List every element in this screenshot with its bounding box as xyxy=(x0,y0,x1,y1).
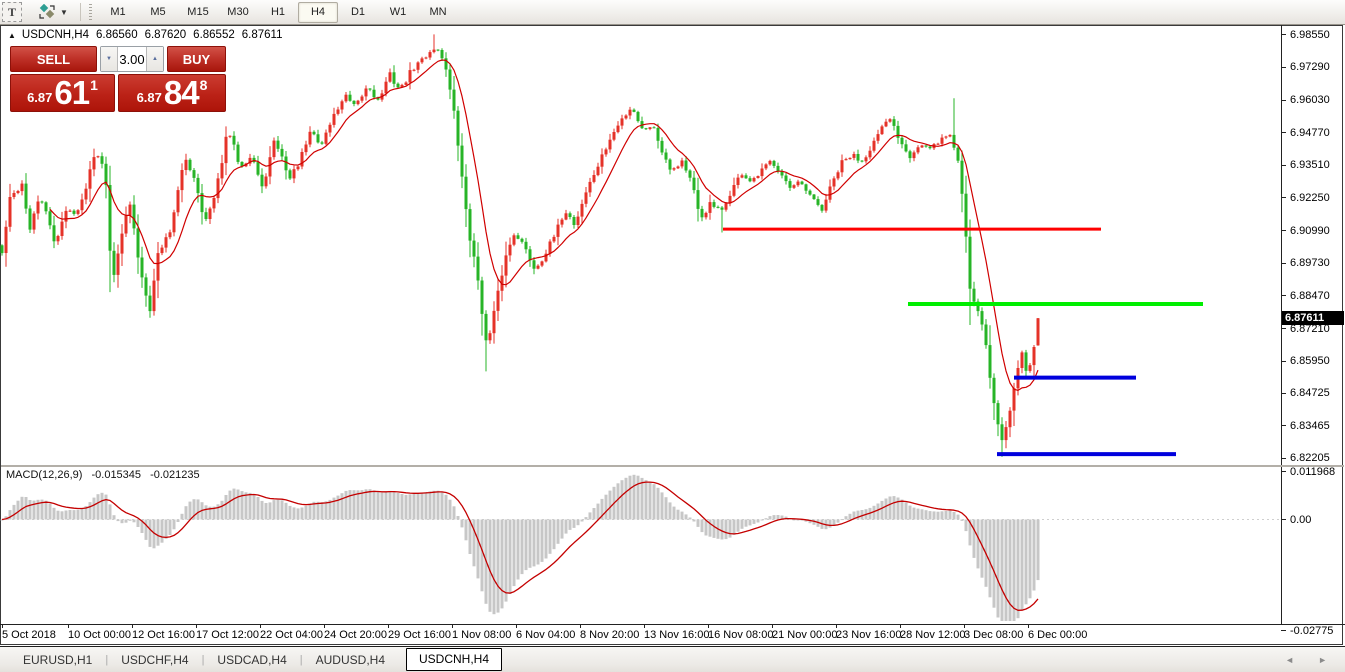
arrows-style-icon[interactable] xyxy=(36,3,58,21)
volume-decrease-button[interactable]: ▼ xyxy=(101,47,118,71)
tab-usdchf-h4[interactable]: USDCHF,H4 xyxy=(121,652,189,667)
price-axis-separator xyxy=(1281,25,1282,624)
volume-stepper: ▼ 3.00 ▲ xyxy=(100,46,164,72)
tab-separator: | xyxy=(201,653,205,666)
chart-window-frame xyxy=(0,25,1343,645)
tab-eurusd-h1[interactable]: EURUSD,H1 xyxy=(23,652,93,667)
sell-price-base: 6.87 xyxy=(27,90,53,105)
candlestick-series xyxy=(0,34,1040,457)
timeframe-button-h1[interactable]: H1 xyxy=(270,5,286,18)
sell-price-panel[interactable]: 6.87 61 1 xyxy=(10,74,115,112)
chart-tab-bar: EURUSD,H1 | USDCHF,H4 | USDCAD,H4 | AUDUSD,H4 U… xyxy=(0,646,1345,672)
indicator-pane-splitter[interactable] xyxy=(1,465,1344,467)
buy-price-point: 8 xyxy=(199,77,208,93)
tab-scroll-controls: ◄ ► xyxy=(1285,647,1327,672)
chevron-down-icon[interactable]: ▼ xyxy=(60,7,68,17)
timeframe-button-m30[interactable]: M30 xyxy=(227,5,249,18)
macd-signal-value: -0.021235 xyxy=(150,469,200,481)
timeframe-button-w1[interactable]: W1 xyxy=(389,5,407,18)
time-axis-separator xyxy=(0,624,1345,625)
toolbar-grip-handle[interactable] xyxy=(89,4,92,20)
tab-usdcad-h4[interactable]: USDCAD,H4 xyxy=(217,652,287,667)
sell-price-pips: 61 xyxy=(54,74,90,111)
macd-signal-line xyxy=(1,481,1039,611)
macd-name: MACD(12,26,9) xyxy=(6,469,83,481)
tab-audusd-h4[interactable]: AUDUSD,H4 xyxy=(315,652,385,667)
buy-button[interactable]: BUY xyxy=(167,46,226,72)
tab-separator: | xyxy=(299,653,303,666)
chart-tabs: EURUSD,H1 | USDCHF,H4 | USDCAD,H4 | AUDUSD,H4 U… xyxy=(10,647,503,672)
open-value: 6.86560 xyxy=(96,29,138,41)
one-click-trading-panel: SELL ▼ 3.00 ▲ BUY 6.87 61 1 6.87 84 8 xyxy=(10,46,226,112)
sell-button[interactable]: SELL xyxy=(10,46,97,72)
tab-separator: | xyxy=(105,653,109,666)
tab-usdcnh-h4[interactable]: USDCNH,H4 xyxy=(406,648,503,671)
timeframe-button-m5[interactable]: M5 xyxy=(150,5,166,18)
volume-increase-button[interactable]: ▲ xyxy=(146,47,163,71)
sell-price-point: 1 xyxy=(90,77,98,93)
horizontal-trend-lines xyxy=(723,227,1203,457)
buy-price-panel[interactable]: 6.87 84 8 xyxy=(118,74,226,112)
timeframe-button-d1[interactable]: D1 xyxy=(350,5,366,18)
macd-indicator-label: MACD(12,26,9) -0.015345 -0.021235 xyxy=(6,469,206,481)
text-tool-icon[interactable]: T xyxy=(2,2,22,22)
symbol-period-label: USDCNH,H4 xyxy=(21,29,90,41)
high-value: 6.87620 xyxy=(144,29,187,41)
scroll-tabs-right-icon[interactable]: ► xyxy=(1318,654,1327,665)
timeframe-toolbar: T ▼ M1 M5 M15 M30 H1 H4 D1 W1 MN xyxy=(0,0,1345,25)
toolbar-separator xyxy=(80,3,81,21)
arrows-style-icon-glyph xyxy=(39,4,55,19)
timeframe-button-mn[interactable]: MN xyxy=(429,5,447,18)
macd-histogram xyxy=(0,474,1040,621)
moving-average-line xyxy=(49,59,1039,391)
scroll-tabs-left-icon[interactable]: ◄ xyxy=(1285,654,1295,665)
timeframe-button-m1[interactable]: M1 xyxy=(110,5,126,18)
low-value: 6.86552 xyxy=(193,29,235,41)
period-buttons-group: M1 M5 M15 M30 H1 H4 D1 W1 MN xyxy=(98,1,458,23)
chart-ohlc-header: ▲ USDCNH,H4 6.86560 6.87620 6.86552 6.87… xyxy=(8,29,282,41)
timeframe-button-m15[interactable]: M15 xyxy=(187,5,209,18)
volume-input[interactable]: 3.00 xyxy=(119,51,145,67)
buy-price-base: 6.87 xyxy=(136,90,162,105)
buy-price-pips: 84 xyxy=(163,74,200,111)
collapse-panel-icon[interactable]: ▲ xyxy=(8,30,16,40)
macd-value: -0.015345 xyxy=(91,469,142,481)
close-value: 6.87611 xyxy=(241,29,283,41)
timeframe-button-h4[interactable]: H4 xyxy=(298,1,338,23)
